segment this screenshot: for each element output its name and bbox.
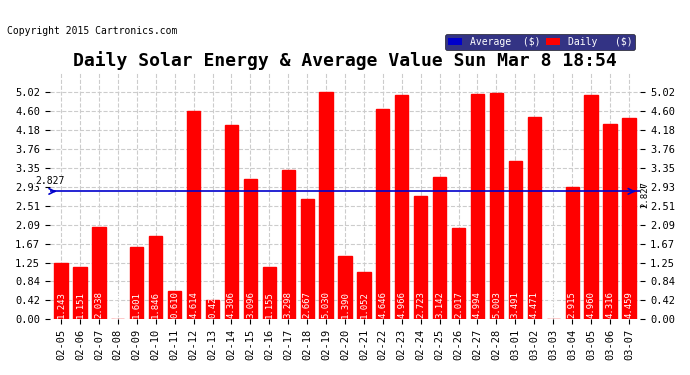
Bar xyxy=(452,228,465,319)
Text: 4.459: 4.459 xyxy=(624,291,633,318)
Text: 0.420: 0.420 xyxy=(208,291,217,318)
Bar xyxy=(490,93,503,319)
Bar xyxy=(566,188,579,319)
Bar xyxy=(168,291,181,319)
Bar xyxy=(622,118,635,319)
Text: 0.610: 0.610 xyxy=(170,291,179,318)
Text: 1.601: 1.601 xyxy=(132,291,141,318)
Bar xyxy=(244,179,257,319)
Text: 2.667: 2.667 xyxy=(303,291,312,318)
Bar xyxy=(282,170,295,319)
Text: 5.030: 5.030 xyxy=(322,291,331,318)
Legend: Average  ($), Daily   ($): Average ($), Daily ($) xyxy=(445,34,635,50)
Text: 4.306: 4.306 xyxy=(227,291,236,318)
Text: 4.646: 4.646 xyxy=(378,291,387,318)
Text: 2.915: 2.915 xyxy=(568,291,577,318)
Bar xyxy=(319,92,333,319)
Title: Daily Solar Energy & Average Value Sun Mar 8 18:54: Daily Solar Energy & Average Value Sun M… xyxy=(73,51,617,70)
Text: 2.827: 2.827 xyxy=(640,182,649,209)
Text: 5.003: 5.003 xyxy=(492,291,501,318)
Text: 0.000: 0.000 xyxy=(113,291,122,318)
Bar xyxy=(395,95,408,319)
Text: 4.614: 4.614 xyxy=(189,291,198,318)
Bar xyxy=(584,95,598,319)
Bar xyxy=(603,124,617,319)
Text: 1.390: 1.390 xyxy=(340,291,350,318)
Text: 1.846: 1.846 xyxy=(151,291,160,318)
Bar xyxy=(528,117,541,319)
Bar xyxy=(149,236,162,319)
Text: 2.038: 2.038 xyxy=(95,291,103,318)
Text: 2.723: 2.723 xyxy=(416,291,425,318)
Bar xyxy=(73,267,87,319)
Text: 1.243: 1.243 xyxy=(57,291,66,318)
Bar xyxy=(301,199,314,319)
Text: Copyright 2015 Cartronics.com: Copyright 2015 Cartronics.com xyxy=(7,26,177,36)
Bar xyxy=(92,227,106,319)
Text: 3.491: 3.491 xyxy=(511,291,520,318)
Bar xyxy=(471,93,484,319)
Bar xyxy=(338,256,352,319)
Bar xyxy=(509,161,522,319)
Text: 1.155: 1.155 xyxy=(265,291,274,318)
Text: 4.966: 4.966 xyxy=(397,291,406,318)
Bar xyxy=(130,247,144,319)
Text: 3.096: 3.096 xyxy=(246,291,255,318)
Text: 2.017: 2.017 xyxy=(454,291,463,318)
Bar xyxy=(225,124,238,319)
Text: 3.142: 3.142 xyxy=(435,291,444,318)
Text: 3.298: 3.298 xyxy=(284,291,293,318)
Bar xyxy=(206,300,219,319)
Bar xyxy=(414,196,427,319)
Text: 4.994: 4.994 xyxy=(473,291,482,318)
Bar xyxy=(357,272,371,319)
Bar xyxy=(55,263,68,319)
Text: 4.316: 4.316 xyxy=(606,291,615,318)
Bar xyxy=(263,267,276,319)
Bar xyxy=(187,111,200,319)
Text: 4.960: 4.960 xyxy=(586,291,595,318)
Text: 4.471: 4.471 xyxy=(530,291,539,318)
Bar xyxy=(433,177,446,319)
Text: 0.000: 0.000 xyxy=(549,291,558,318)
Text: 2.827: 2.827 xyxy=(35,176,64,186)
Text: 1.151: 1.151 xyxy=(75,291,84,318)
Bar xyxy=(376,109,389,319)
Text: 1.052: 1.052 xyxy=(359,291,368,318)
